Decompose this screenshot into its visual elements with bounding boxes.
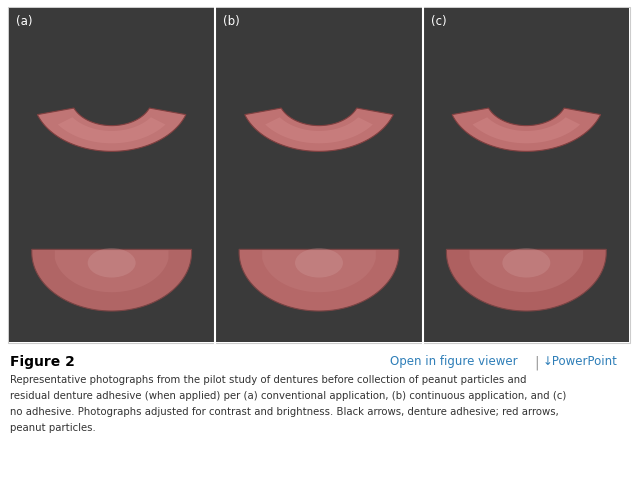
Text: (c): (c) — [431, 15, 447, 28]
Text: (b): (b) — [223, 15, 240, 28]
Text: |: | — [534, 355, 538, 369]
Ellipse shape — [87, 248, 136, 278]
Bar — [422, 8, 629, 342]
Polygon shape — [38, 108, 186, 151]
Polygon shape — [447, 249, 606, 311]
Text: ↓PowerPoint: ↓PowerPoint — [543, 355, 618, 368]
Polygon shape — [239, 249, 399, 311]
Polygon shape — [58, 117, 165, 143]
Polygon shape — [55, 250, 168, 292]
FancyBboxPatch shape — [8, 7, 630, 343]
Bar — [216, 8, 422, 342]
Text: Open in figure viewer: Open in figure viewer — [390, 355, 517, 368]
Text: Figure 2: Figure 2 — [10, 355, 75, 369]
Polygon shape — [452, 108, 600, 151]
Ellipse shape — [502, 248, 551, 278]
Polygon shape — [262, 250, 376, 292]
Bar — [9, 8, 216, 342]
Text: Representative photographs from the pilot study of dentures before collection of: Representative photographs from the pilo… — [10, 375, 526, 385]
Text: no adhesive. Photographs adjusted for contrast and brightness. Black arrows, den: no adhesive. Photographs adjusted for co… — [10, 407, 559, 417]
Text: peanut particles.: peanut particles. — [10, 423, 96, 433]
Polygon shape — [470, 250, 583, 292]
Polygon shape — [473, 117, 580, 143]
Polygon shape — [32, 249, 191, 311]
Text: (a): (a) — [16, 15, 33, 28]
Polygon shape — [245, 108, 393, 151]
Text: residual denture adhesive (when applied) per (a) conventional application, (b) c: residual denture adhesive (when applied)… — [10, 391, 567, 401]
Polygon shape — [265, 117, 373, 143]
Ellipse shape — [295, 248, 343, 278]
